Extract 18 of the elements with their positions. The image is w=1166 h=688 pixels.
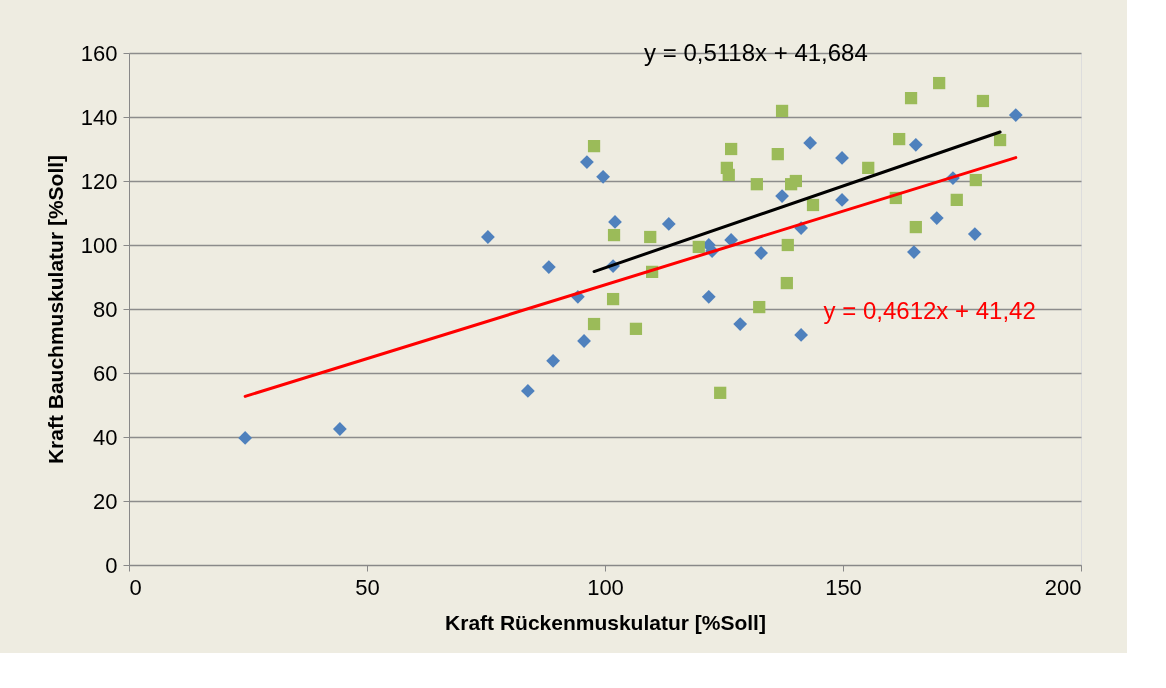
- annotation: y = 0,4612x + 41,42: [823, 296, 1036, 324]
- x-tick-label: 50: [355, 574, 380, 600]
- x-tick-label: 150: [825, 574, 862, 600]
- x-axis-title: Kraft Rückenmuskulatur [%Soll]: [445, 610, 766, 634]
- x-tick-label: 200: [1044, 574, 1082, 600]
- x-tick-label: 0: [129, 574, 142, 600]
- y-tick-label: 0: [105, 552, 118, 578]
- y-tick-label: 120: [80, 168, 118, 194]
- y-tick-label: 60: [93, 360, 118, 386]
- x-tick-label: 100: [587, 574, 624, 600]
- y-tick-label: 40: [93, 424, 118, 450]
- y-tick-label: 140: [80, 104, 118, 130]
- y-tick-label: 80: [93, 296, 118, 322]
- y-tick-label: 20: [93, 488, 118, 514]
- y-tick-label: 100: [80, 232, 118, 258]
- y-tick-label: 160: [80, 40, 118, 66]
- annotation: y = 0,5118x + 41,684: [644, 38, 868, 66]
- y-axis-title: Kraft Bauchmuskulatur [%Soll]: [43, 154, 67, 465]
